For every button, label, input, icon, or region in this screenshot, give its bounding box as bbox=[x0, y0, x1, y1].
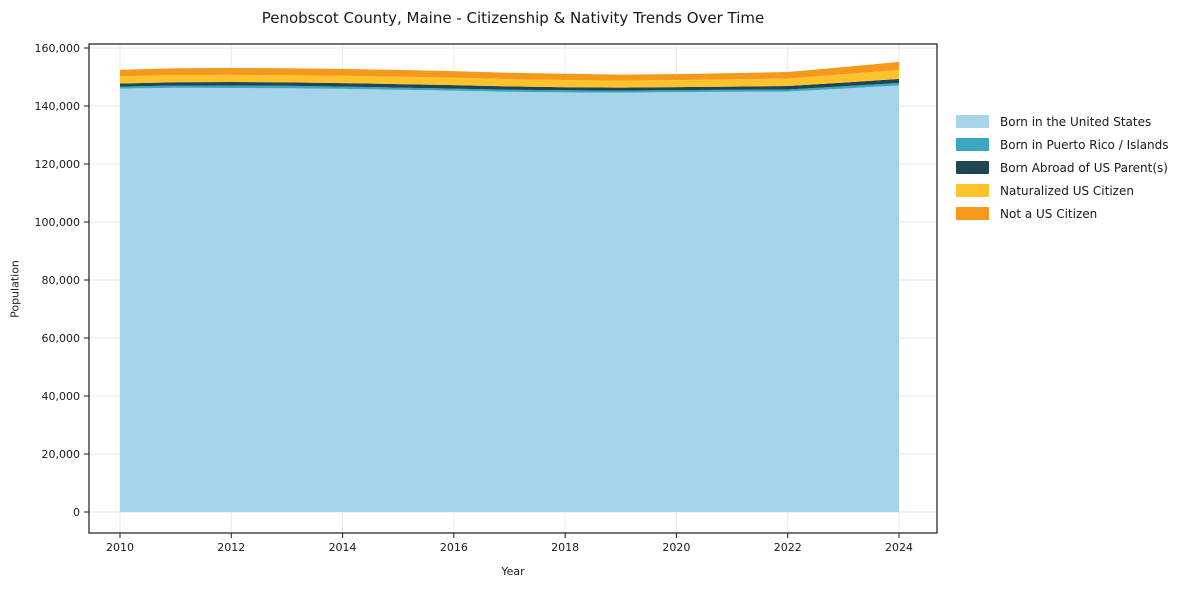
x-axis-title: Year bbox=[501, 565, 525, 578]
y-axis-title: Population bbox=[8, 260, 22, 318]
y-tick-label: 140,000 bbox=[35, 100, 81, 113]
x-tick-label: 2010 bbox=[106, 541, 134, 554]
x-tick-label: 2016 bbox=[440, 541, 468, 554]
x-tick-label: 2020 bbox=[662, 541, 690, 554]
legend-swatch bbox=[956, 184, 989, 197]
x-tick-label: 2022 bbox=[774, 541, 802, 554]
area-series-5 bbox=[120, 61, 899, 81]
axis-ticks bbox=[84, 47, 900, 538]
legend-item-4: Naturalized US Citizen bbox=[956, 179, 1169, 202]
legend-item-3: Born Abroad of US Parent(s) bbox=[956, 156, 1169, 179]
stacked-areas bbox=[120, 61, 899, 513]
y-tick-label: 0 bbox=[73, 506, 80, 519]
x-tick-label: 2014 bbox=[329, 541, 357, 554]
y-tick-label: 80,000 bbox=[42, 274, 81, 287]
legend-label: Not a US Citizen bbox=[1000, 206, 1098, 221]
legend-label: Born in the United States bbox=[1000, 114, 1152, 129]
legend-item-2: Born in Puerto Rico / Islands bbox=[956, 133, 1169, 156]
y-tick-label: 40,000 bbox=[42, 390, 81, 403]
x-tick-label: 2024 bbox=[885, 541, 913, 554]
legend-swatch bbox=[956, 161, 989, 174]
legend: Born in the United States Born in Puerto … bbox=[956, 110, 1169, 225]
tick-labels: 0 20,000 40,000 60,000 80,000 100,000 120,000 1… bbox=[35, 42, 914, 554]
legend-item-1: Born in the United States bbox=[956, 110, 1169, 133]
y-tick-label: 120,000 bbox=[35, 158, 81, 171]
legend-swatch bbox=[956, 138, 989, 151]
x-tick-label: 2012 bbox=[217, 541, 245, 554]
x-tick-label: 2018 bbox=[551, 541, 579, 554]
legend-swatch bbox=[956, 115, 989, 128]
legend-label: Naturalized US Citizen bbox=[1000, 183, 1134, 198]
area-series-1 bbox=[120, 85, 899, 513]
y-tick-label: 160,000 bbox=[35, 42, 81, 55]
y-tick-label: 60,000 bbox=[42, 332, 81, 345]
legend-label: Born in Puerto Rico / Islands bbox=[1000, 137, 1169, 152]
area-series-3 bbox=[120, 78, 899, 91]
plot-border bbox=[88, 43, 938, 534]
legend-item-5: Not a US Citizen bbox=[956, 202, 1169, 225]
area-series-4 bbox=[120, 69, 899, 88]
chart-title: Penobscot County, Maine - Citizenship & … bbox=[261, 9, 765, 27]
area-series-2 bbox=[120, 82, 899, 93]
legend-swatch bbox=[956, 207, 989, 220]
legend-label: Born Abroad of US Parent(s) bbox=[1000, 160, 1168, 175]
y-tick-label: 20,000 bbox=[42, 448, 81, 461]
y-tick-label: 100,000 bbox=[35, 216, 81, 229]
